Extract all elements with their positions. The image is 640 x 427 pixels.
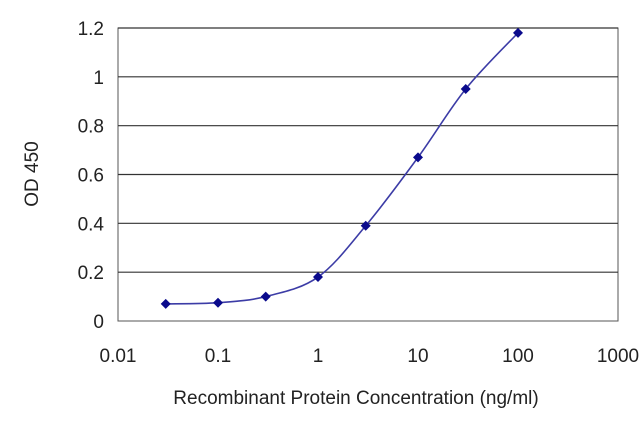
y-tick-label: 0.6 [78,166,104,187]
y-tick-label: 0.8 [78,117,104,138]
x-tick-label: 10 [407,346,428,367]
x-tick-label: 0.01 [100,346,137,367]
data-points [160,27,523,309]
fit-curve [165,32,519,305]
data-point-6 [460,84,471,95]
x-tick-label: 0.1 [205,346,231,367]
y-axis-title: OD 450 [22,141,43,206]
data-point-5 [413,152,423,163]
y-tick-label: 0.2 [78,263,104,284]
x-axis-title: Recombinant Protein Concentration (ng/ml… [173,388,538,409]
data-point-4 [360,220,371,231]
data-point-0 [160,298,171,309]
x-tick-label: 100 [502,346,534,367]
data-point-1 [213,297,223,308]
y-tick-label: 0 [93,312,104,333]
x-tick-labels: 0.01 0.1 1 10 100 1000 [100,346,640,367]
x-tick-label: 1000 [597,346,639,367]
x-tick-label: 1 [313,346,324,367]
data-point-7 [513,27,523,38]
y-tick-label: 1.2 [78,19,104,40]
gridlines [118,27,618,273]
y-tick-labels: 0 0.2 0.4 0.6 0.8 1 1.2 [78,19,105,333]
data-point-2 [260,291,271,302]
data-point-3 [313,272,323,283]
y-tick-label: 1 [93,68,104,89]
y-tick-label: 0.4 [78,214,105,235]
